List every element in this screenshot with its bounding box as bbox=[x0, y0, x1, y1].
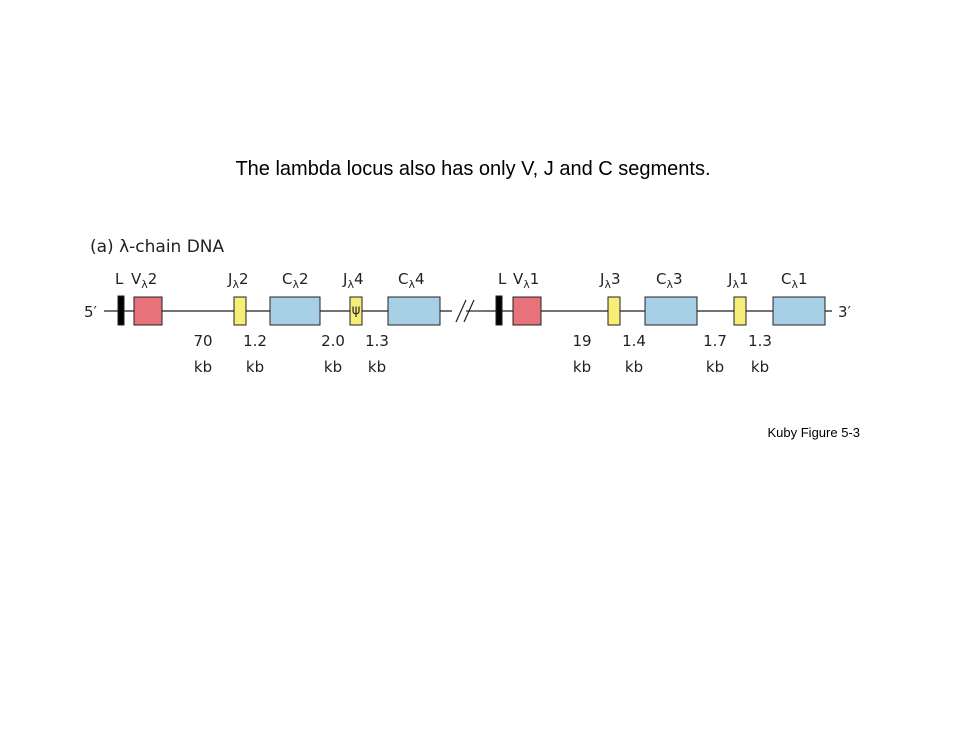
segment-label: Cλ4 bbox=[398, 270, 425, 291]
label-sub: λ bbox=[666, 278, 673, 291]
distance-number: 19 bbox=[572, 332, 591, 350]
c-segment bbox=[772, 296, 826, 326]
label-sub: λ bbox=[292, 278, 299, 291]
label-num: 1 bbox=[798, 270, 808, 288]
j-segment bbox=[233, 296, 247, 326]
distance-number: 1.3 bbox=[365, 332, 389, 350]
distance-unit: kb bbox=[246, 358, 264, 376]
segment-label: L bbox=[115, 270, 124, 288]
c-segment bbox=[387, 296, 441, 326]
label-num: 1 bbox=[739, 270, 749, 288]
label-base: C bbox=[398, 270, 408, 288]
distance-number: 1.2 bbox=[243, 332, 267, 350]
segment-label: Vλ1 bbox=[513, 270, 539, 291]
label-base: L bbox=[498, 270, 507, 288]
distance-unit: kb bbox=[368, 358, 386, 376]
label-base: L bbox=[115, 270, 124, 288]
distance-unit: kb bbox=[706, 358, 724, 376]
slide-title: The lambda locus also has only V, J and … bbox=[235, 158, 710, 180]
label-base: C bbox=[282, 270, 292, 288]
label-sub: λ bbox=[732, 278, 739, 291]
label-sub: λ bbox=[232, 278, 239, 291]
label-sub: λ bbox=[141, 278, 148, 291]
j-segment bbox=[349, 296, 363, 326]
label-base: C bbox=[781, 270, 791, 288]
label-sub: λ bbox=[523, 278, 530, 291]
label-sub: λ bbox=[604, 278, 611, 291]
distance-number: 1.4 bbox=[622, 332, 646, 350]
label-sub: λ bbox=[408, 278, 415, 291]
segment-label: L bbox=[498, 270, 507, 288]
label-base: V bbox=[131, 270, 142, 288]
caption: Kuby Figure 5-3 bbox=[768, 425, 861, 440]
v-segment bbox=[133, 296, 163, 326]
segment-label: Jλ1 bbox=[727, 270, 749, 291]
distance-unit: kb bbox=[573, 358, 591, 376]
distance-unit: kb bbox=[751, 358, 769, 376]
leader bbox=[117, 295, 125, 326]
c-segment bbox=[269, 296, 321, 326]
three-prime: 3′ bbox=[838, 303, 852, 321]
segment-label: Cλ1 bbox=[781, 270, 808, 291]
label-sub: λ bbox=[347, 278, 354, 291]
label-base: V bbox=[513, 270, 524, 288]
segments bbox=[117, 295, 826, 326]
label-num: 2 bbox=[148, 270, 158, 288]
label-base: J bbox=[727, 270, 732, 288]
label-base: J bbox=[599, 270, 604, 288]
label-num: 2 bbox=[239, 270, 249, 288]
segment-label: Vλ2 bbox=[131, 270, 157, 291]
label-base: C bbox=[656, 270, 666, 288]
label-num: 3 bbox=[611, 270, 621, 288]
segment-label: Jλ4 bbox=[342, 270, 364, 291]
j-segment bbox=[733, 296, 747, 326]
distance-unit: kb bbox=[625, 358, 643, 376]
label-num: 2 bbox=[299, 270, 309, 288]
distance-number: 1.7 bbox=[703, 332, 727, 350]
label-num: 4 bbox=[354, 270, 364, 288]
label-sub: λ bbox=[791, 278, 798, 291]
j-segment bbox=[607, 296, 621, 326]
segment-label: Cλ2 bbox=[282, 270, 309, 291]
segment-label: Jλ2 bbox=[227, 270, 249, 291]
label-base: J bbox=[227, 270, 232, 288]
c-segment bbox=[644, 296, 698, 326]
distance-unit: kb bbox=[194, 358, 212, 376]
label-num: 4 bbox=[415, 270, 425, 288]
segment-label: Cλ3 bbox=[656, 270, 683, 291]
label-base: J bbox=[342, 270, 347, 288]
pseudogene-symbol: ψ bbox=[352, 303, 361, 318]
distance-unit: kb bbox=[324, 358, 342, 376]
distance-number: 70 bbox=[193, 332, 212, 350]
label-num: 1 bbox=[530, 270, 540, 288]
dna-strand bbox=[104, 299, 832, 323]
distance-number: 2.0 bbox=[321, 332, 345, 350]
leader bbox=[495, 295, 503, 326]
figure-label: (a) λ-chain DNA bbox=[90, 237, 225, 257]
distance-number: 1.3 bbox=[748, 332, 772, 350]
v-segment bbox=[512, 296, 542, 326]
five-prime: 5′ bbox=[84, 303, 98, 321]
segment-label: Jλ3 bbox=[599, 270, 621, 291]
label-num: 3 bbox=[673, 270, 683, 288]
